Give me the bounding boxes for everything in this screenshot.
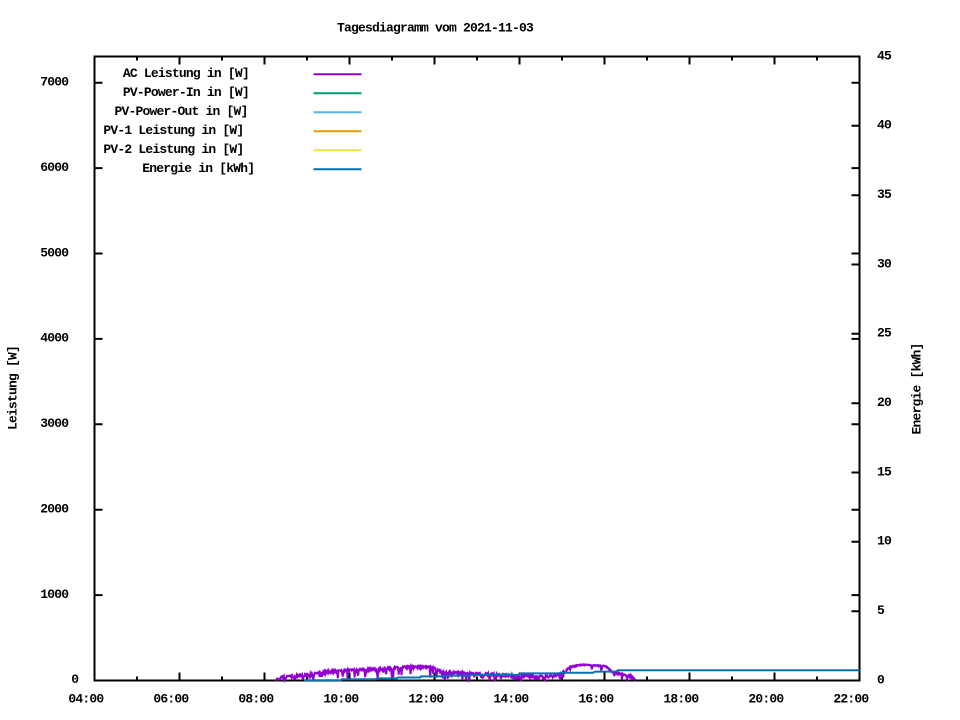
svg-text:PV-Power-Out in [W]: PV-Power-Out in [W] bbox=[115, 104, 248, 119]
svg-text:08:00: 08:00 bbox=[238, 692, 274, 707]
svg-text:6000: 6000 bbox=[40, 160, 69, 175]
svg-text:06:00: 06:00 bbox=[153, 692, 189, 707]
svg-text:5000: 5000 bbox=[40, 245, 69, 260]
svg-text:AC Leistung in [W]: AC Leistung in [W] bbox=[123, 66, 249, 81]
svg-text:0: 0 bbox=[71, 672, 79, 687]
svg-text:22:00: 22:00 bbox=[833, 692, 869, 707]
svg-text:35: 35 bbox=[877, 187, 892, 202]
svg-text:7000: 7000 bbox=[40, 75, 69, 90]
svg-text:20: 20 bbox=[877, 395, 892, 410]
svg-text:Leistung [W]: Leistung [W] bbox=[6, 346, 21, 430]
svg-text:14:00: 14:00 bbox=[493, 692, 529, 707]
svg-text:12:00: 12:00 bbox=[408, 692, 444, 707]
svg-text:20:00: 20:00 bbox=[748, 692, 784, 707]
svg-text:Energie [kWh]: Energie [kWh] bbox=[910, 343, 925, 434]
svg-text:0: 0 bbox=[877, 672, 885, 687]
svg-text:PV-Power-In in [W]: PV-Power-In in [W] bbox=[123, 85, 249, 100]
svg-text:10:00: 10:00 bbox=[323, 692, 359, 707]
svg-text:10: 10 bbox=[877, 534, 892, 549]
svg-text:3000: 3000 bbox=[40, 416, 69, 431]
svg-text:30: 30 bbox=[877, 256, 892, 271]
svg-text:18:00: 18:00 bbox=[663, 692, 699, 707]
svg-text:4000: 4000 bbox=[40, 331, 69, 346]
svg-text:40: 40 bbox=[877, 118, 892, 133]
svg-text:15: 15 bbox=[877, 464, 892, 479]
svg-text:25: 25 bbox=[877, 326, 892, 341]
svg-text:Tagesdiagramm vom 2021-11-03: Tagesdiagramm vom 2021-11-03 bbox=[337, 21, 534, 36]
svg-text:04:00: 04:00 bbox=[68, 692, 104, 707]
svg-text:2000: 2000 bbox=[40, 502, 69, 517]
svg-text:PV-1 Leistung in [W]: PV-1 Leistung in [W] bbox=[103, 123, 243, 138]
svg-text:1000: 1000 bbox=[40, 587, 69, 602]
svg-text:16:00: 16:00 bbox=[578, 692, 614, 707]
svg-text:Energie in [kWh]: Energie in [kWh] bbox=[142, 161, 254, 176]
svg-text:PV-2 Leistung in [W]: PV-2 Leistung in [W] bbox=[103, 142, 243, 157]
svg-text:45: 45 bbox=[877, 48, 892, 63]
svg-text:5: 5 bbox=[877, 603, 885, 618]
